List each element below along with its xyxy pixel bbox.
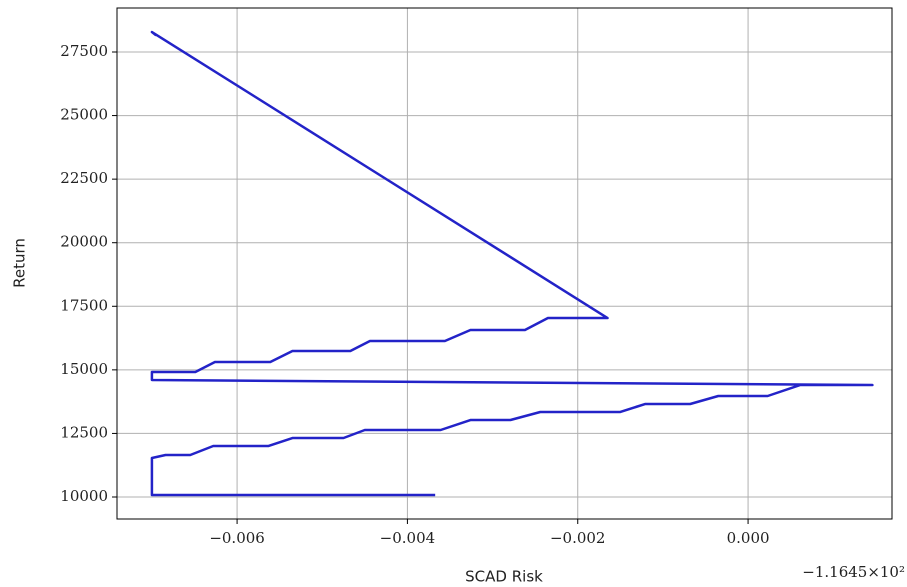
y-tick-label: 27500 [60,42,108,60]
x-axis-label: SCAD Risk [465,568,543,586]
y-tick-label: 22500 [60,169,108,187]
plot-frame [116,7,893,520]
y-tick-label: 12500 [60,423,108,441]
x-tick-label: −0.004 [380,529,436,547]
y-tick-label: 15000 [60,360,108,378]
x-tick-label: −0.002 [550,529,606,547]
y-tick-label: 17500 [60,296,108,314]
y-tick-label: 25000 [60,106,108,124]
x-offset-label: −1.1645×10² [802,563,905,581]
x-tick-label: −0.006 [209,529,265,547]
x-tick-label: 0.000 [727,529,770,547]
y-axis-label: Return [11,238,29,288]
y-tick-label: 10000 [60,487,108,505]
y-tick-label: 20000 [60,233,108,251]
data-line [150,30,874,497]
